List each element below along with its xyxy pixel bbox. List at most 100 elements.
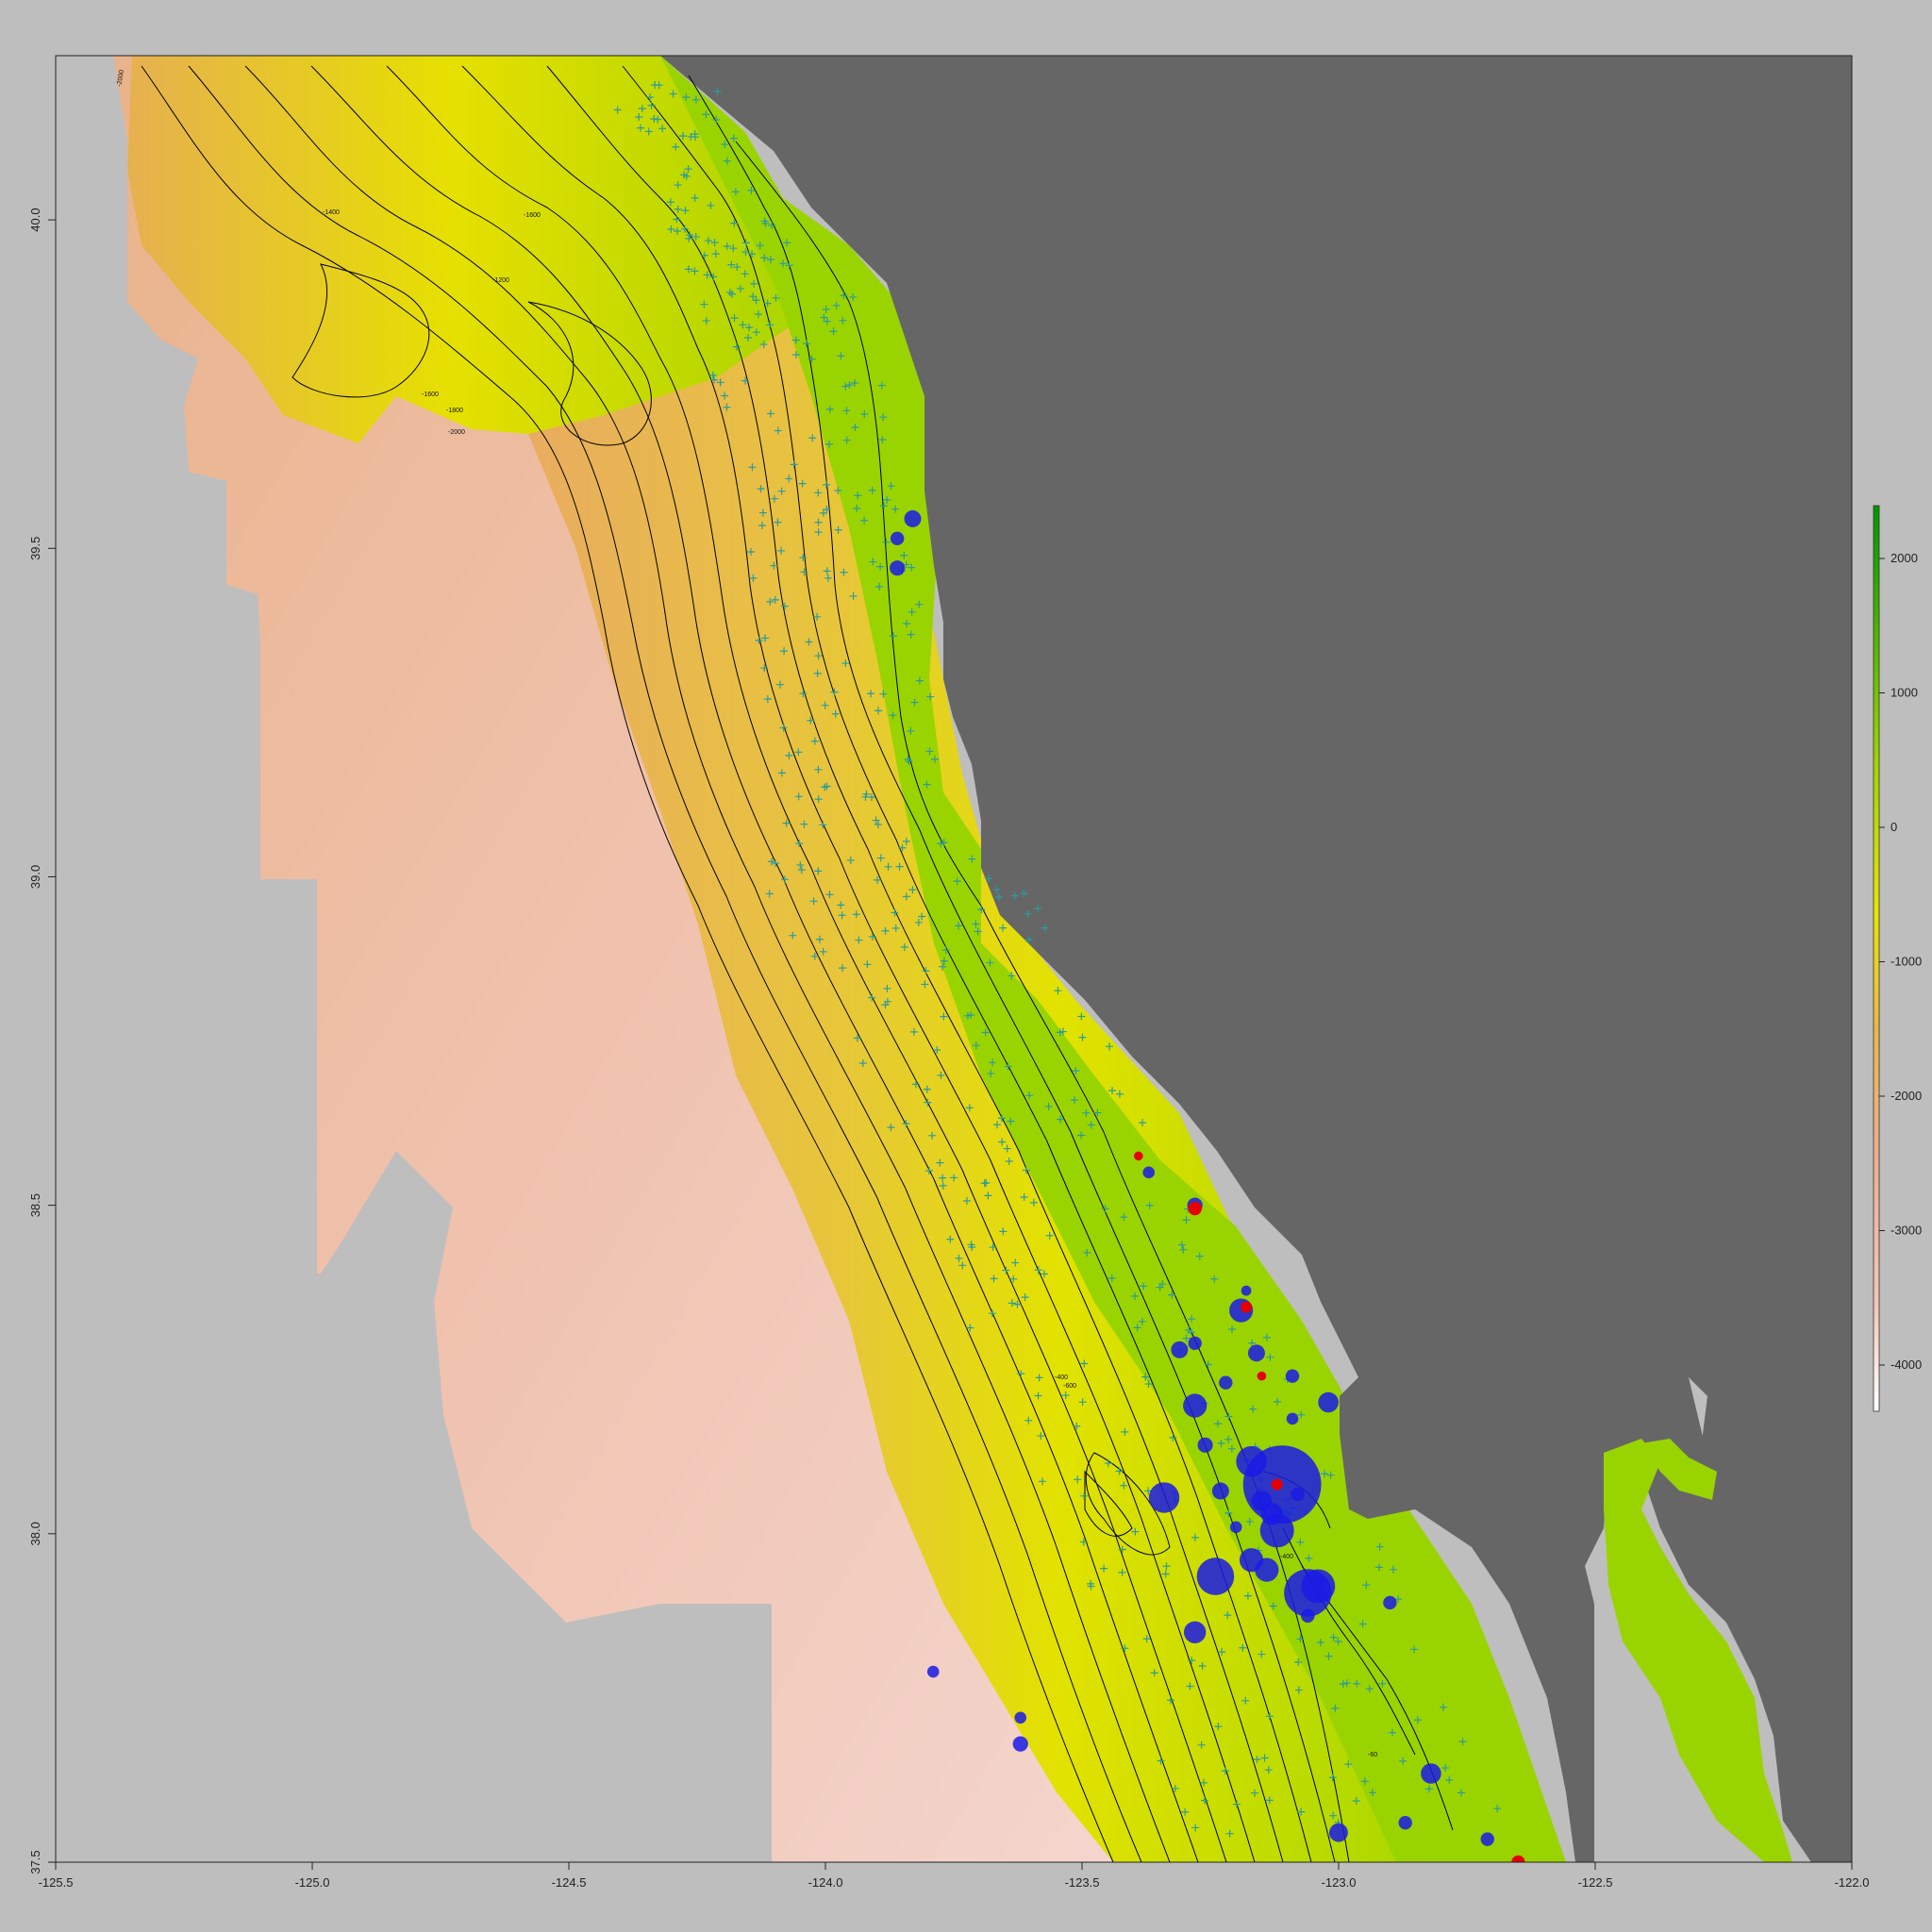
y-tick-label: 38.0 [28,1522,42,1545]
survey-cross [820,313,828,322]
survey-cross [691,267,699,275]
survey-cross [1061,1391,1070,1400]
survey-cross [1041,924,1049,932]
survey-cross [798,479,807,488]
survey-cross [807,716,815,724]
survey-cross [1339,1679,1347,1688]
survey-cross [823,480,831,489]
survey-cross [613,106,622,114]
survey-cross [854,491,862,500]
survey-cross [842,407,851,415]
blue-point [1398,1816,1412,1830]
survey-cross [997,1114,1006,1123]
survey-cross [968,1243,976,1252]
survey-cross [684,165,692,174]
survey-cross [895,862,904,871]
survey-cross [1297,1410,1306,1419]
survey-cross [809,897,818,906]
survey-cross [1004,1062,1012,1071]
survey-cross [673,215,681,224]
survey-cross [902,1120,910,1128]
survey-cross [741,248,750,257]
survey-cross [924,1167,933,1174]
survey-cross [1034,1391,1042,1400]
survey-cross [1177,1241,1186,1249]
survey-cross [950,1174,958,1182]
survey-cross [700,300,708,308]
contour-line [291,263,430,398]
survey-cross [1225,1829,1234,1838]
survey-cross [915,600,924,608]
survey-cross [687,132,695,141]
survey-cross [1201,1796,1209,1805]
survey-cross [838,911,846,920]
survey-cross [904,755,912,763]
survey-cross [1358,1620,1367,1628]
survey-cross [1217,1440,1225,1448]
survey-cross [1260,1754,1269,1762]
contour-label: -2000 [116,69,125,87]
y-axis: 37.5 38.0 38.5 39.0 39.5 40.0 [28,56,57,1874]
survey-cross [1197,1740,1206,1749]
survey-cross [872,816,880,824]
survey-cross [808,355,816,363]
survey-cross [1493,1805,1502,1813]
survey-cross [775,680,784,689]
survey-cross [891,924,900,932]
survey-cross [1262,1333,1271,1341]
survey-cross [1326,1471,1335,1479]
survey-cross [1077,1131,1086,1140]
survey-cross [910,698,919,707]
survey-cross [686,231,694,240]
survey-cross [654,115,662,124]
survey-cross [802,340,810,348]
survey-cross [1410,1645,1419,1654]
survey-cross [926,692,935,701]
survey-cross [1010,891,1019,900]
x-tick-label: -122.5 [1578,1875,1613,1890]
survey-cross [900,943,908,952]
survey-cross [1413,1716,1422,1724]
survey-cross [837,901,845,909]
survey-cross [749,574,758,582]
survey-cross [868,793,876,802]
survey-cross [1265,1712,1274,1721]
survey-cross [1121,1427,1129,1436]
survey-cross [766,409,774,418]
y-tick-label: 39.0 [28,865,42,889]
survey-cross [1009,1274,1018,1283]
survey-cross [883,495,891,504]
survey-cross [841,659,850,668]
survey-cross [1266,1353,1274,1361]
survey-cross [923,780,931,789]
legend-colorbar [1873,505,1880,1412]
survey-cross [814,489,823,497]
survey-cross [1002,1266,1010,1274]
blue-point [1286,1412,1299,1425]
survey-cross [1294,1658,1303,1667]
survey-cross [702,317,710,325]
survey-cross [840,291,848,300]
survey-cross [1037,1432,1045,1441]
survey-cross [903,620,911,628]
survey-cross [777,487,786,495]
survey-cross [755,636,763,644]
survey-cross [940,839,948,847]
survey-cross [849,591,858,600]
survey-cross [789,931,797,940]
survey-cross [1182,1334,1191,1342]
survey-cross [915,676,924,685]
survey-cross [851,378,859,387]
survey-cross [1204,1360,1212,1369]
y-tick-label: 39.5 [28,537,42,560]
survey-cross [876,562,885,571]
survey-cross [765,890,774,898]
survey-cross [1005,1158,1013,1166]
blue-point [1219,1375,1233,1390]
survey-cross [780,875,789,884]
survey-cross [774,426,782,435]
survey-cross [760,664,769,673]
survey-cross [814,652,823,660]
survey-cross [908,563,916,572]
survey-cross [685,234,693,242]
